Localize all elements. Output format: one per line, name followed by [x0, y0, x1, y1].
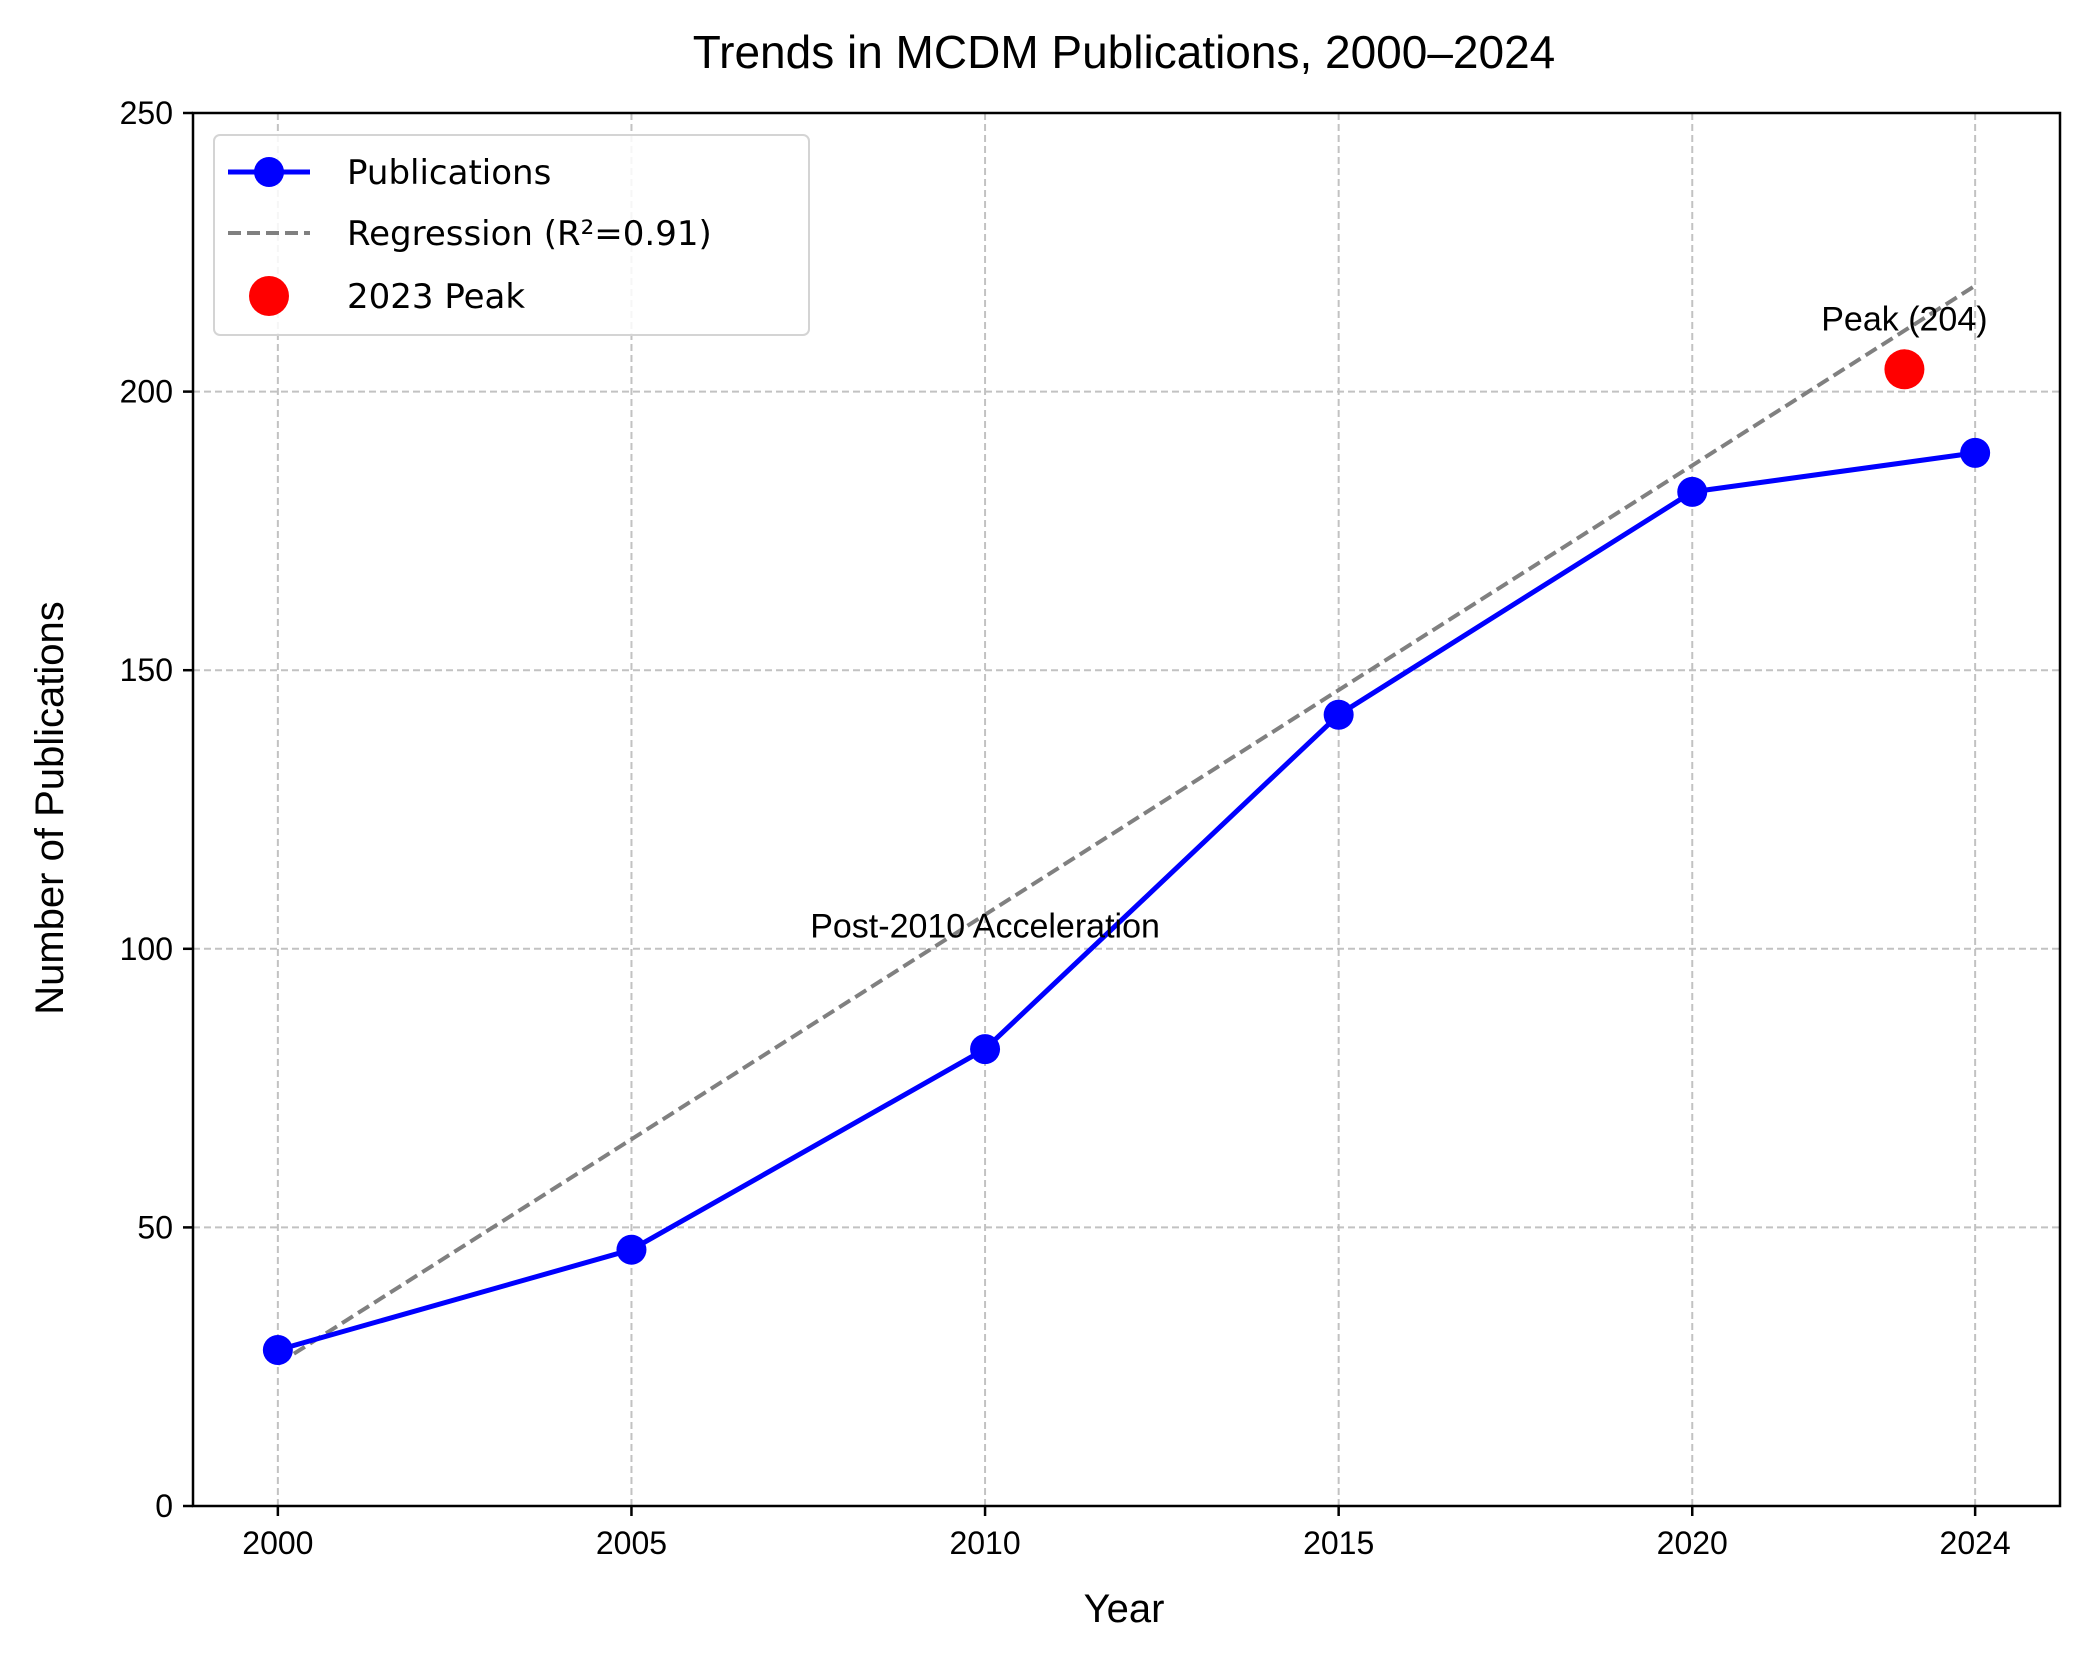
- axes: 2000 2005 2010 2015 2020 2024 0 50 100 150 200 250: [120, 95, 2062, 1561]
- y-tick-label: 150: [120, 652, 173, 688]
- legend-box: [213, 134, 810, 336]
- x-tick-label: 2010: [949, 1525, 1020, 1561]
- legend-label: 2023 Peak: [347, 277, 525, 317]
- annotation-label: Peak (204): [1821, 300, 1987, 338]
- y-tick-label: 200: [120, 374, 173, 410]
- regression-line: [276, 284, 1977, 1366]
- y-tick-label: 100: [120, 931, 173, 967]
- publications-line: [277, 450, 1976, 1353]
- y-tick-label: 50: [137, 1209, 173, 1245]
- chart-title: Trends in MCDM Publications, 2000–2024: [693, 26, 1556, 78]
- x-tick-label: 2000: [242, 1525, 313, 1561]
- series-layer: [262, 284, 1991, 1366]
- y-tick-label: 250: [120, 95, 173, 131]
- plot-frame: [191, 111, 2062, 1508]
- annotation-label: Post-2010 Acceleration: [810, 908, 1160, 946]
- publications-point: [1960, 437, 1991, 468]
- legend: Publications Regression (R²=0.91) 2023 Pea…: [213, 134, 810, 336]
- legend-publications-marker: [254, 157, 284, 187]
- annotations: Post-2010 Acceleration Peak (204): [810, 300, 1987, 945]
- publications-point: [262, 1334, 293, 1365]
- publications-point: [616, 1234, 647, 1265]
- y-tick-label: 0: [155, 1488, 173, 1524]
- x-tick-label: 2024: [1940, 1525, 2011, 1561]
- publications-point: [1323, 699, 1354, 730]
- legend-label: Publications: [347, 153, 551, 193]
- x-tick-label: 2020: [1657, 1525, 1728, 1561]
- x-axis-label: Year: [1084, 1587, 1165, 1631]
- peak-point: [1884, 349, 1925, 390]
- publications-point: [1677, 476, 1708, 507]
- y-axis-label: Number of Publications: [28, 601, 72, 1015]
- publications-point: [970, 1034, 1001, 1065]
- legend-peak-marker: [249, 276, 289, 316]
- x-tick-label: 2015: [1303, 1525, 1374, 1561]
- x-tick-label: 2005: [596, 1525, 667, 1561]
- legend-label: Regression (R²=0.91): [347, 214, 712, 254]
